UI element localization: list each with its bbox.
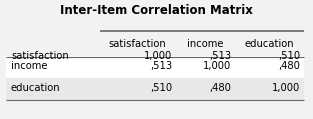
Text: satisfaction: satisfaction <box>11 51 69 61</box>
Bar <box>6 56 304 78</box>
Text: income: income <box>187 39 223 49</box>
Text: ,480: ,480 <box>210 83 232 93</box>
Bar <box>6 56 304 57</box>
Text: Inter-Item Correlation Matrix: Inter-Item Correlation Matrix <box>60 4 253 17</box>
Text: ,513: ,513 <box>209 51 232 61</box>
Text: ,510: ,510 <box>278 51 300 61</box>
Text: ,480: ,480 <box>279 61 300 71</box>
Text: ,513: ,513 <box>150 61 172 71</box>
Text: income: income <box>11 61 48 71</box>
Text: ,510: ,510 <box>150 83 172 93</box>
Text: education: education <box>11 83 61 93</box>
Text: 1,000: 1,000 <box>144 51 172 61</box>
Bar <box>6 78 304 100</box>
Text: satisfaction: satisfaction <box>109 39 167 49</box>
Text: 1,000: 1,000 <box>272 83 300 93</box>
Text: 1,000: 1,000 <box>203 61 232 71</box>
Text: education: education <box>244 39 294 49</box>
